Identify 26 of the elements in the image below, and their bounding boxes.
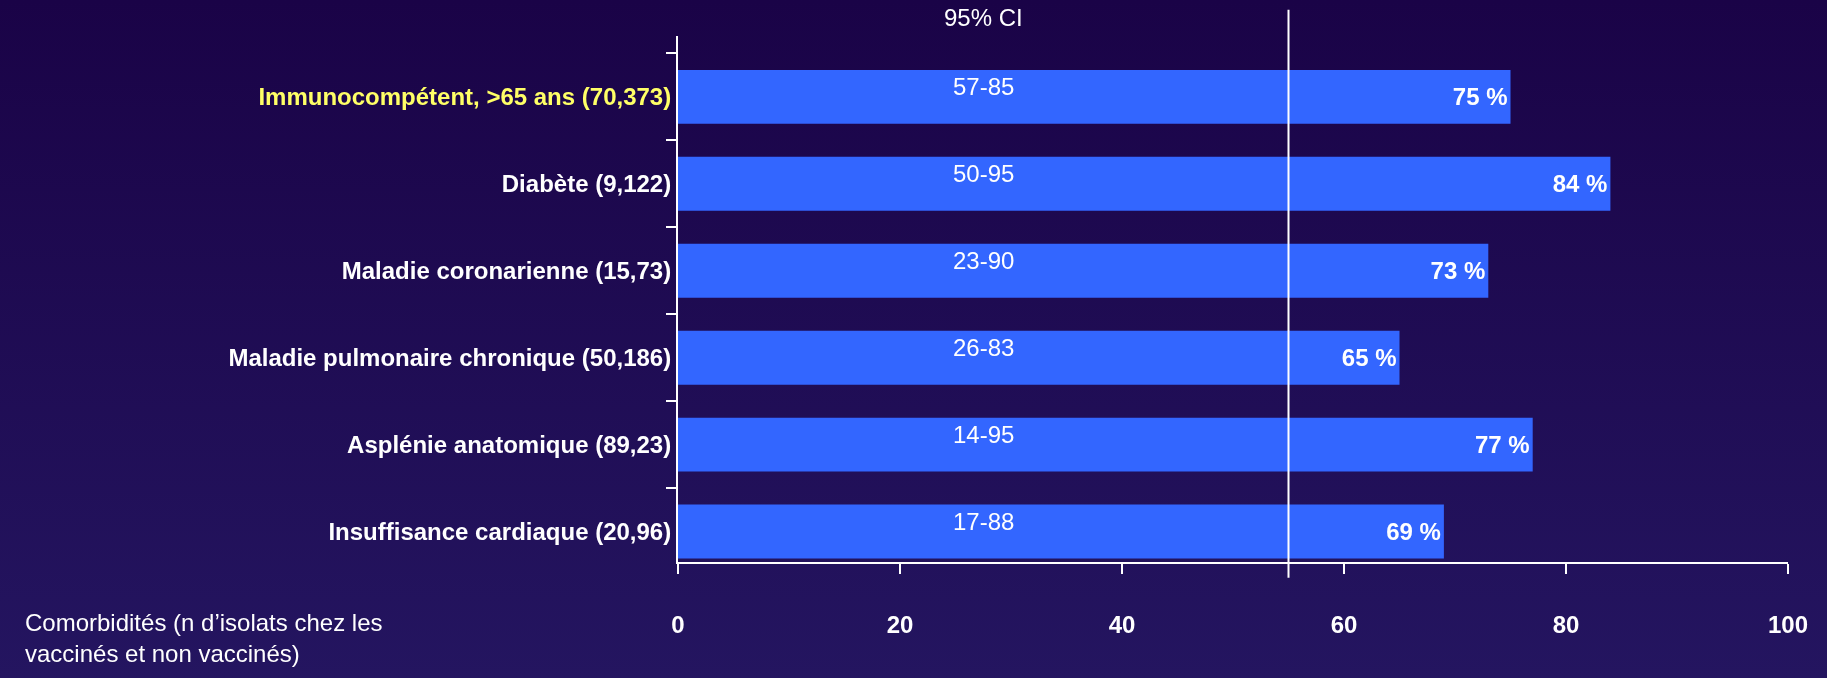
annotation: 17-88 — [953, 508, 1015, 535]
data-label: 84 % — [1552, 170, 1608, 198]
x-tick-label: 40 — [1108, 610, 1136, 638]
data-label: 75 % — [1452, 83, 1508, 111]
annotation: 23-90 — [953, 247, 1015, 274]
annotation: 14-95 — [953, 421, 1015, 448]
data-label: 73 % — [1430, 257, 1486, 285]
x-tick-label: 0 — [671, 610, 685, 638]
annotation: 26-83 — [953, 334, 1015, 361]
annotation: 57-85 — [953, 73, 1015, 100]
data-label: 65 % — [1341, 344, 1397, 372]
y-tick-label: Maladie pulmonaire chronique (50,186) — [228, 344, 672, 372]
y-tick-label: Maladie coronarienne (15,73) — [341, 257, 672, 285]
x-tick-label: 100 — [1767, 610, 1809, 638]
x-tick-label: 80 — [1552, 610, 1580, 638]
y-tick-label: Insuffisance cardiaque (20,96) — [328, 517, 672, 545]
x-tick-label: 20 — [886, 610, 914, 638]
y-tick-label: Immunocompétent, >65 ans (70,373) — [258, 83, 672, 111]
data-label: 69 % — [1386, 518, 1441, 546]
x-tick-label: 60 — [1330, 610, 1358, 638]
y-tick-label: Diabète (9,122) — [501, 170, 672, 198]
y-tick-label: Asplénie anatomique (89,23) — [347, 431, 672, 459]
annotation: 95% CI — [944, 4, 1023, 31]
data-label: 77 % — [1475, 431, 1530, 459]
y-axis-title: Comorbidités (n d’isolats chez les vaccinés et non vaccinés) — [25, 609, 383, 668]
annotation: 50-95 — [953, 160, 1015, 187]
